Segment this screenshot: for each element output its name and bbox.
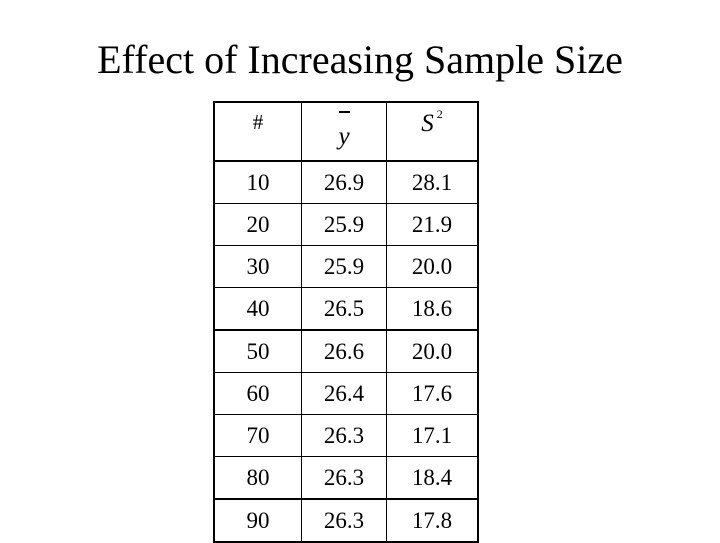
cell-mean: 25.9 — [301, 245, 387, 288]
header-variance-label: S — [421, 109, 434, 137]
cell-variance: 17.1 — [386, 414, 479, 457]
cell-variance: 21.9 — [386, 203, 479, 246]
cell-variance: 17.6 — [386, 372, 479, 415]
table-row: 60 26.4 17.6 — [213, 372, 479, 415]
table-row: 80 26.3 18.4 — [213, 456, 479, 500]
table-row: 20 25.9 21.9 — [213, 203, 479, 246]
table-row: 70 26.3 17.1 — [213, 414, 479, 457]
cell-mean: 26.4 — [301, 372, 387, 415]
cell-mean: 26.3 — [301, 456, 387, 500]
overline-mark — [339, 110, 350, 113]
cell-mean: 25.9 — [301, 203, 387, 246]
table-row: 30 25.9 20.0 — [213, 245, 479, 288]
cell-mean: 26.3 — [301, 498, 387, 543]
header-sample-size-label: # — [252, 109, 264, 134]
cell-n: 30 — [213, 245, 302, 288]
table-row: 40 26.5 18.6 — [213, 287, 479, 331]
cell-n: 50 — [213, 329, 302, 373]
cell-n: 80 — [213, 456, 302, 500]
header-sample-size: # — [213, 101, 302, 162]
cell-variance: 17.8 — [386, 498, 479, 543]
cell-mean: 26.5 — [301, 287, 387, 331]
table-row: 50 26.6 20.0 — [213, 329, 479, 373]
cell-n: 60 — [213, 372, 302, 415]
cell-variance: 18.4 — [386, 456, 479, 500]
table-row: 10 26.9 28.1 — [213, 160, 479, 204]
slide-title: Effect of Increasing Sample Size — [97, 37, 623, 82]
cell-mean: 26.6 — [301, 329, 387, 373]
cell-variance: 20.0 — [386, 245, 479, 288]
cell-n: 90 — [213, 498, 302, 543]
header-sample-mean: y — [301, 101, 387, 162]
cell-mean: 26.3 — [301, 414, 387, 457]
cell-variance: 18.6 — [386, 287, 479, 331]
cell-variance: 20.0 — [386, 329, 479, 373]
cell-n: 70 — [213, 414, 302, 457]
cell-n: 20 — [213, 203, 302, 246]
table-row: 90 26.3 17.8 — [213, 498, 479, 543]
header-mean-label: y — [338, 122, 350, 150]
cell-n: 10 — [213, 160, 302, 204]
y-bar-symbol: y — [338, 110, 350, 151]
variance-exponent: 2 — [436, 106, 443, 121]
cell-variance: 28.1 — [386, 160, 479, 204]
cell-mean: 26.9 — [301, 160, 387, 204]
cell-n: 40 — [213, 287, 302, 331]
